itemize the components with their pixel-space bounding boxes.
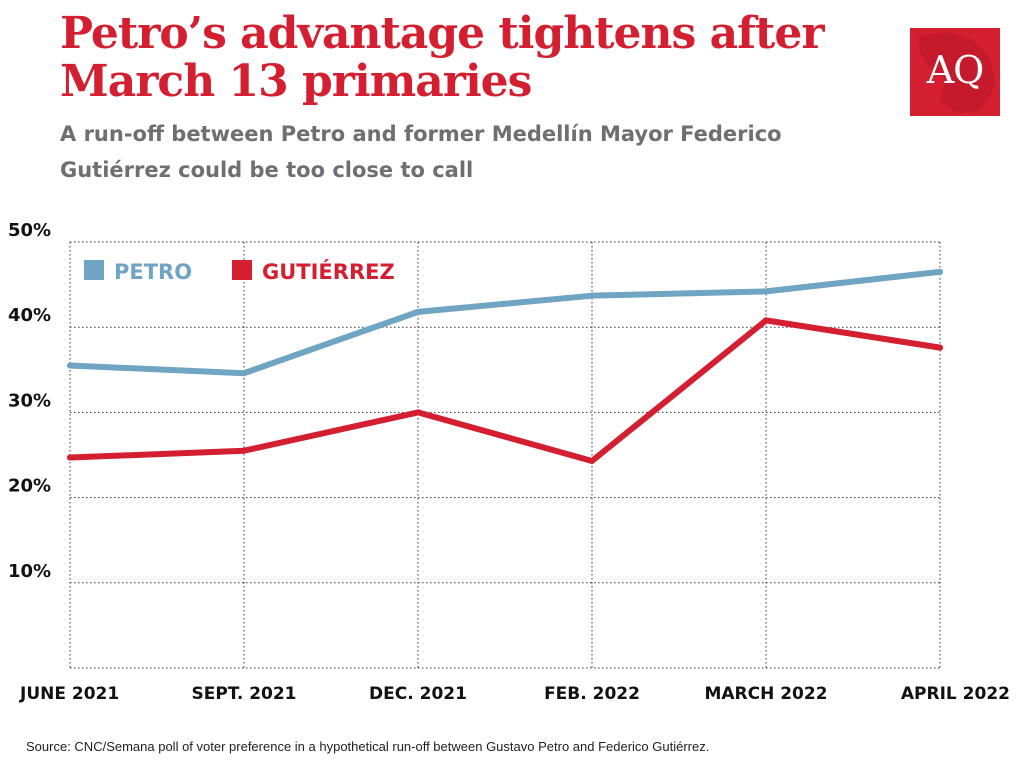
- aq-logo: AQ: [910, 28, 1000, 116]
- data-point: [589, 292, 595, 299]
- data-point: [241, 370, 247, 377]
- x-tick-label: MARCH 2022: [704, 684, 827, 704]
- legend-swatch: [84, 260, 104, 280]
- data-point: [763, 288, 769, 295]
- data-point: [67, 454, 73, 461]
- source-note: Source: CNC/Semana poll of voter prefere…: [26, 739, 710, 754]
- y-tick-label: 10%: [8, 561, 51, 582]
- y-tick-label: 50%: [8, 220, 51, 241]
- y-tick-label: 20%: [8, 476, 51, 497]
- x-tick-label: FEB. 2022: [544, 684, 640, 704]
- logo-text: AQ: [926, 48, 985, 92]
- y-tick-label: 30%: [8, 390, 51, 411]
- series-line-petro: [67, 268, 943, 377]
- legend-label: PETRO: [114, 260, 192, 284]
- chart-title: Petro’s advantage tightens after March 1…: [60, 8, 825, 107]
- data-point: [937, 344, 943, 351]
- x-tick-label: JUNE 2021: [19, 684, 119, 704]
- data-point: [241, 447, 247, 454]
- data-point: [415, 308, 421, 315]
- legend-label: GUTIÉRREZ: [262, 259, 395, 284]
- legend-swatch: [232, 260, 252, 280]
- chart-subtitle: A run-off between Petro and former Medel…: [60, 122, 782, 182]
- data-point: [937, 268, 943, 275]
- x-tick-label: SEPT. 2021: [191, 684, 296, 704]
- x-tick-label: DEC. 2021: [369, 684, 467, 704]
- series-line-gutiérrez: [67, 317, 943, 464]
- data-point: [67, 362, 73, 369]
- data-point: [415, 409, 421, 416]
- data-point: [763, 317, 769, 324]
- logo-map-shape: [918, 32, 996, 114]
- y-tick-label: 40%: [8, 305, 51, 326]
- x-tick-label: APRIL 2022: [901, 684, 1010, 704]
- data-point: [589, 457, 595, 464]
